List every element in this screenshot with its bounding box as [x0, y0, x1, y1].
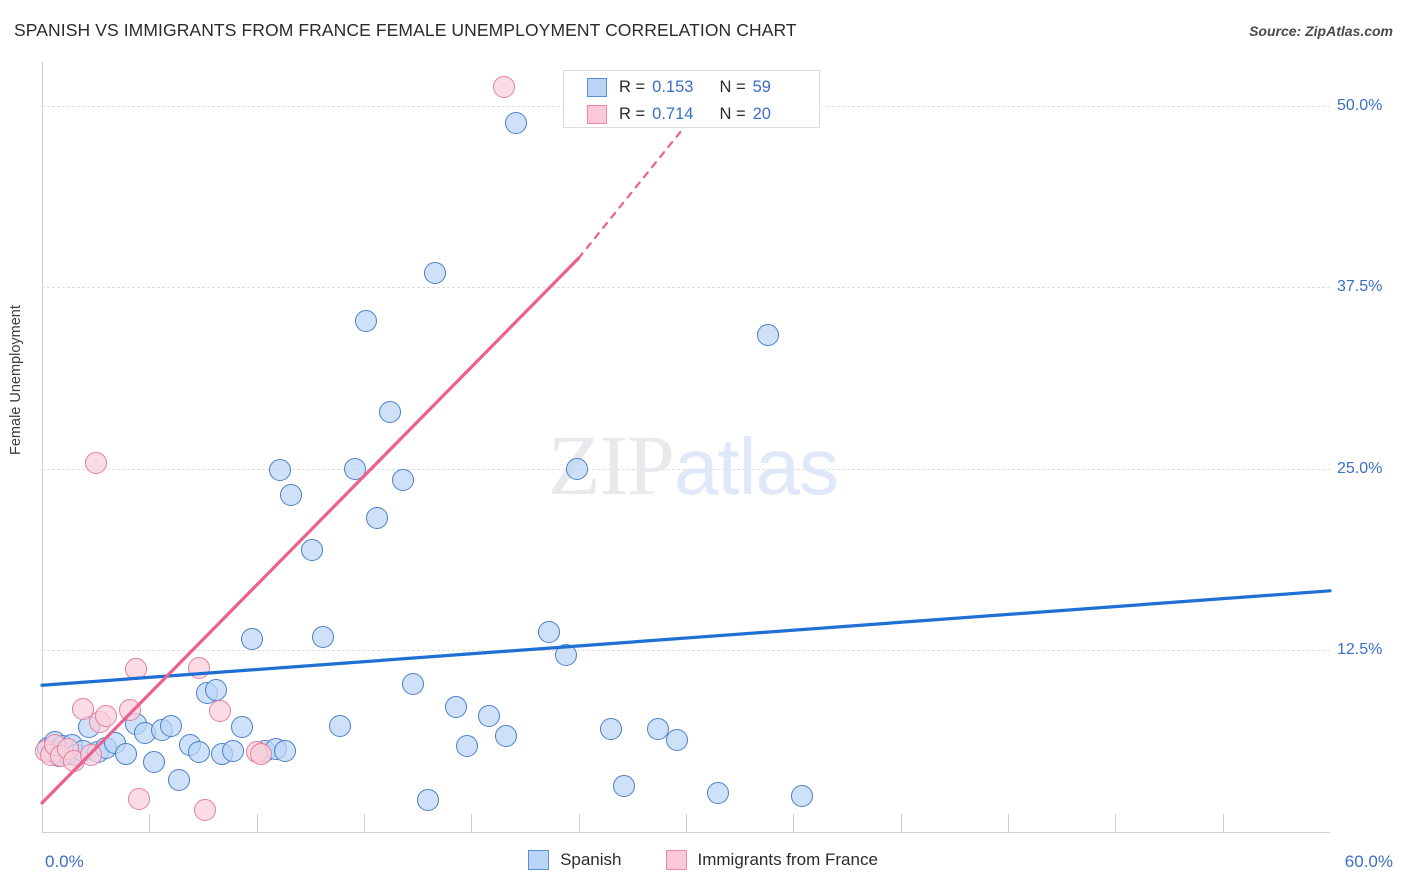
x-axis-line: [42, 832, 1330, 833]
data-point: [554, 643, 577, 666]
data-point: [599, 717, 622, 740]
data-point: [273, 739, 296, 762]
data-point: [127, 787, 150, 810]
series-legend: Spanish Immigrants from France: [0, 845, 1406, 875]
data-point: [209, 700, 232, 723]
data-point: [494, 725, 517, 748]
data-point: [666, 729, 689, 752]
data-point: [168, 768, 191, 791]
data-point: [119, 698, 141, 721]
stats-swatch-france: [587, 104, 607, 124]
correlation-stats-box: R = 0.153 N = 59 R = 0.714 N = 20: [563, 70, 820, 128]
data-point: [222, 739, 245, 762]
data-point: [537, 620, 560, 643]
data-point: [445, 696, 468, 719]
data-point: [365, 507, 388, 530]
x-axis-tick: [578, 814, 580, 832]
data-point: [756, 324, 779, 347]
y-axis-line: [42, 62, 43, 832]
data-point: [280, 483, 302, 506]
gridline: [42, 287, 1330, 289]
y-axis-title: Female Unemployment: [8, 305, 24, 455]
stats-n-value-france: 20: [752, 104, 771, 123]
y-axis-tick-label: 37.5%: [1337, 278, 1383, 296]
data-point: [204, 678, 227, 701]
data-point: [269, 459, 292, 482]
data-point: [344, 457, 367, 480]
data-point: [249, 742, 272, 765]
x-axis-tick: [686, 814, 687, 832]
stats-swatch-spanish: [587, 77, 607, 97]
gridline: [42, 468, 1330, 470]
x-axis-tick: [256, 814, 258, 832]
stats-r-value-spanish: 0.153: [652, 77, 694, 96]
data-point: [647, 717, 670, 740]
x-axis-tick: [364, 814, 365, 832]
data-point: [230, 716, 253, 739]
legend-item-immigrants-from-france[interactable]: Immigrants from France: [665, 850, 878, 870]
gridline: [42, 650, 1330, 652]
stats-n-label-spanish: N =: [719, 77, 746, 96]
data-point: [402, 672, 425, 695]
data-point: [84, 451, 107, 474]
data-point: [187, 741, 210, 764]
legend-label-spanish: Spanish: [560, 850, 622, 869]
stats-n-label-france: N =: [719, 104, 746, 123]
stats-r-label-spanish: R =: [619, 77, 646, 96]
x-axis-min-label: 0.0%: [45, 852, 84, 871]
legend-label-france: Immigrants from France: [697, 850, 878, 869]
zipatlas-watermark: ZIPatlas: [548, 415, 839, 515]
data-point: [329, 714, 352, 737]
data-point: [565, 457, 588, 480]
data-point: [492, 75, 515, 98]
x-axis-tick: [471, 814, 473, 832]
x-axis-tick: [1008, 814, 1009, 832]
legend-swatch-france: [665, 850, 687, 870]
data-point: [241, 627, 264, 650]
y-axis-tick-label: 25.0%: [1337, 459, 1383, 477]
data-point: [505, 112, 528, 135]
x-axis-tick: [1115, 814, 1117, 832]
source-attribution: Source: ZipAtlas.com: [1249, 23, 1393, 39]
x-axis-max-label: 60.0%: [1344, 852, 1393, 871]
stats-r-label-france: R =: [619, 104, 646, 123]
data-point: [456, 735, 479, 758]
stats-r-value-france: 0.714: [652, 104, 694, 123]
x-axis-tick: [149, 814, 151, 832]
legend-item-spanish[interactable]: Spanish: [528, 850, 622, 870]
data-point: [417, 789, 440, 812]
data-point: [159, 714, 182, 737]
data-point: [142, 751, 165, 774]
x-axis-tick: [1222, 814, 1224, 832]
watermark-atlas: atlas: [674, 422, 839, 511]
data-point: [707, 781, 730, 804]
data-point: [301, 539, 324, 562]
stats-n-value-spanish: 59: [752, 77, 771, 96]
y-axis-tick-label: 12.5%: [1337, 641, 1383, 659]
data-point: [355, 309, 378, 332]
page-title: SPANISH VS IMMIGRANTS FROM FRANCE FEMALE…: [14, 20, 797, 40]
data-point: [391, 469, 414, 492]
data-point: [612, 774, 635, 797]
data-point: [95, 704, 118, 727]
data-point: [125, 658, 148, 681]
data-point: [423, 261, 446, 284]
y-axis-tick-label: 50.0%: [1337, 96, 1383, 114]
data-point: [790, 784, 813, 807]
data-point: [114, 742, 137, 765]
data-point: [378, 401, 401, 424]
data-point: [194, 799, 217, 822]
data-point: [312, 626, 335, 649]
legend-swatch-spanish: [528, 850, 550, 870]
x-axis-tick: [900, 814, 902, 832]
stats-row-spanish: R = 0.153 N = 59: [564, 73, 819, 101]
stats-row-france: R = 0.714 N = 20: [564, 100, 819, 128]
trend-line-spanish: [40, 589, 1332, 687]
data-point: [477, 704, 500, 727]
data-point: [187, 656, 210, 679]
x-axis-tick: [793, 814, 795, 832]
